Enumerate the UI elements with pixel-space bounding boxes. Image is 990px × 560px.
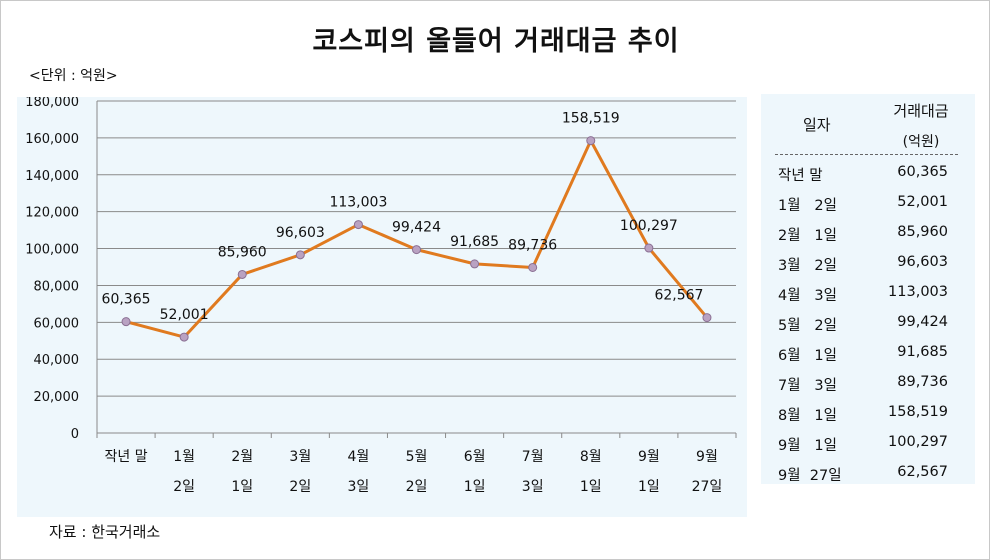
chart-title: 코스피의 올들어 거래대금 추이 xyxy=(312,26,680,57)
data-point xyxy=(412,245,421,255)
data-point xyxy=(179,332,189,342)
table-row: 5월 2일 99,424 xyxy=(761,308,975,338)
table-row: 9월 1일 100,297 xyxy=(761,428,975,458)
data-point xyxy=(353,220,363,230)
data-point xyxy=(121,317,131,327)
table-cell-value: 113,003 xyxy=(888,284,948,300)
table-cell-value: 85,960 xyxy=(897,224,948,240)
table-cell-value: 158,519 xyxy=(888,404,948,420)
table-rows: 작년 말 60,365 1월 2일 52,001 2월 1일 85,960 3월 2일 96,… xyxy=(761,158,975,488)
table-row: 8월 1일 158,519 xyxy=(761,398,975,428)
table-header-unit: (억원) xyxy=(902,134,940,150)
x-tick-label: 2일 xyxy=(406,479,428,495)
table-cell-value: 60,365 xyxy=(897,164,948,180)
data-label: 99,424 xyxy=(392,220,441,236)
data-point xyxy=(586,136,596,146)
x-tick-label: 9월 xyxy=(696,449,718,465)
table-row: 9월 27일 62,567 xyxy=(761,458,975,488)
table-cell-date: 6월 1일 xyxy=(778,348,837,364)
x-tick-label: 6월 xyxy=(464,449,486,465)
table-cell-value: 89,736 xyxy=(897,374,948,390)
data-point xyxy=(644,243,654,253)
x-tick-label: 1월 xyxy=(173,449,195,465)
x-tick-label: 3일 xyxy=(522,479,544,495)
table-cell-date: 5월 2일 xyxy=(778,318,837,334)
table-cell-date: 3월 2일 xyxy=(778,258,837,274)
data-label: 158,519 xyxy=(562,111,620,127)
y-tick-label: 180,000 xyxy=(25,97,79,110)
x-tick-label: 작년 말 xyxy=(104,449,147,465)
x-tick-label: 2월 xyxy=(231,449,253,465)
source-note: 자료 : 한국거래소 xyxy=(49,523,161,541)
data-table: 일자 거래대금 (억원) 작년 말 60,365 1월 2일 52,001 2월 1일 8… xyxy=(761,94,975,484)
x-tick-label: 1일 xyxy=(231,479,253,495)
table-row: 3월 2일 96,603 xyxy=(761,248,975,278)
table-cell-date: 1월 2일 xyxy=(778,198,837,214)
table-cell-value: 62,567 xyxy=(897,464,948,480)
x-tick-label: 1일 xyxy=(638,479,660,495)
data-label: 96,603 xyxy=(276,225,325,241)
y-tick-label: 160,000 xyxy=(25,132,79,147)
table-cell-value: 91,685 xyxy=(897,344,948,360)
x-tick-label: 27일 xyxy=(692,479,723,495)
table-row: 1월 2일 52,001 xyxy=(761,188,975,218)
x-tick-label: 3월 xyxy=(289,449,311,465)
data-label: 52,001 xyxy=(160,307,209,323)
table-cell-date: 작년 말 xyxy=(778,168,823,184)
table-header-amount: 거래대금 xyxy=(893,102,949,120)
x-tick-label: 1일 xyxy=(464,479,486,495)
data-point xyxy=(470,259,480,269)
y-tick-label: 120,000 xyxy=(25,206,79,221)
table-header-date: 일자 xyxy=(803,116,831,134)
data-point xyxy=(702,313,712,323)
table-cell-date: 4월 3일 xyxy=(778,288,837,304)
table-row: 7월 3일 89,736 xyxy=(761,368,975,398)
chart-panel: 0 20,000 40,000 60,000 80,000 100,000 120,000 1… xyxy=(17,97,747,517)
y-tick-label: 60,000 xyxy=(34,316,80,331)
table-row: 2월 1일 85,960 xyxy=(761,218,975,248)
y-tick-label: 20,000 xyxy=(34,390,80,405)
line-chart: 0 20,000 40,000 60,000 80,000 100,000 120,000 1… xyxy=(25,97,737,495)
y-tick-label: 100,000 xyxy=(25,243,79,258)
y-tick-label: 40,000 xyxy=(34,353,80,368)
table-row: 작년 말 60,365 xyxy=(761,158,975,188)
data-point xyxy=(237,269,247,279)
table-cell-date: 9월 27일 xyxy=(778,468,842,484)
x-tick-label: 7월 xyxy=(522,449,544,465)
table-cell-value: 96,603 xyxy=(897,254,948,270)
y-tick-label: 0 xyxy=(71,427,79,442)
table-cell-value: 100,297 xyxy=(888,434,948,450)
x-tick-label: 3일 xyxy=(348,479,370,495)
table-cell-value: 52,001 xyxy=(897,194,948,210)
unit-label: <단위 : 억원> xyxy=(29,68,118,84)
x-tick-label: 2일 xyxy=(173,479,195,495)
table-row: 4월 3일 113,003 xyxy=(761,278,975,308)
x-tick-label: 8월 xyxy=(580,449,602,465)
x-tick-label: 2일 xyxy=(289,479,311,495)
x-tick-label: 5월 xyxy=(406,449,428,465)
data-label: 113,003 xyxy=(329,195,387,211)
data-label: 62,567 xyxy=(654,288,703,304)
data-label: 60,365 xyxy=(102,292,151,308)
x-tick-label: 4월 xyxy=(348,449,370,465)
x-tick-label: 9월 xyxy=(638,449,660,465)
table-header-divider xyxy=(775,154,958,155)
table-cell-date: 7월 3일 xyxy=(778,378,837,394)
data-label: 100,297 xyxy=(620,218,678,234)
data-label: 91,685 xyxy=(450,234,499,250)
table-cell-date: 9월 1일 xyxy=(778,438,837,454)
table-cell-date: 8월 1일 xyxy=(778,408,837,424)
data-label: 89,736 xyxy=(508,237,557,253)
data-point xyxy=(295,250,305,260)
table-cell-date: 2월 1일 xyxy=(778,228,837,244)
data-label: 85,960 xyxy=(218,244,267,260)
y-tick-label: 80,000 xyxy=(34,279,80,294)
table-cell-value: 99,424 xyxy=(897,314,948,330)
y-tick-label: 140,000 xyxy=(25,169,79,184)
series-line xyxy=(125,139,709,339)
x-tick-label: 1일 xyxy=(580,479,602,495)
data-point xyxy=(528,262,538,272)
table-row: 6월 1일 91,685 xyxy=(761,338,975,368)
